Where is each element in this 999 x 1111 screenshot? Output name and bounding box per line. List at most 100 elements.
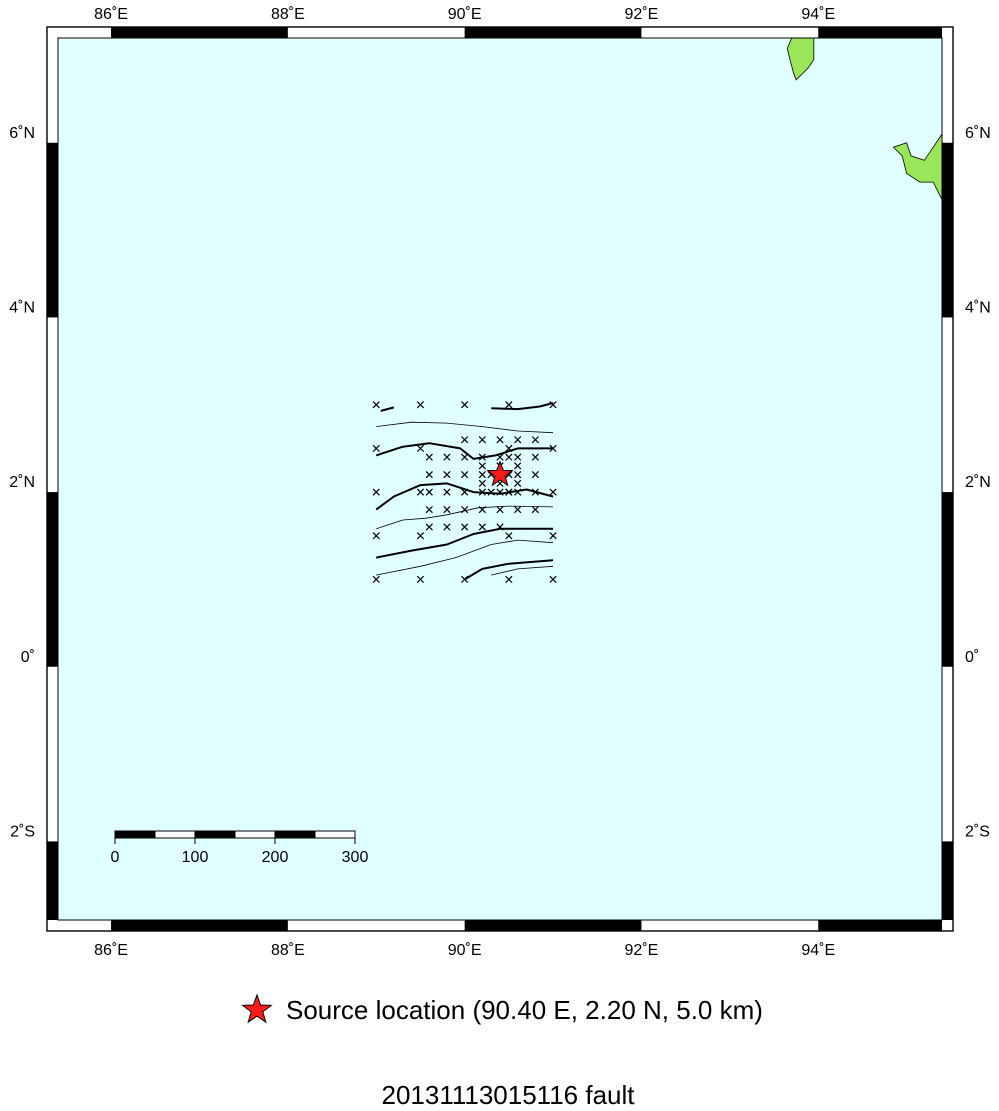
contour-lines [375,402,554,581]
grid-point-cross [531,436,539,444]
grid-point-cross [514,505,522,514]
lon-tick-label: 94˚E [801,6,835,23]
grid-point-cross [443,488,451,496]
star-icon [241,993,273,1024]
grid-point-cross [549,401,557,409]
grid-point-cross [443,505,451,514]
grid-point-cross [416,401,425,409]
scale-label: 100 [182,849,209,866]
grid-point-cross [372,444,380,453]
frame-segment [111,27,288,38]
grid-point-cross [514,462,522,470]
lat-tick-label: 6˚N [965,125,991,142]
grid-point-cross [478,436,486,444]
grid-point-cross [461,453,469,461]
grid-point-cross [443,453,451,461]
frame-segment [47,841,58,920]
grid-point-cross [549,488,557,496]
frame-segment [464,27,642,38]
grid-point-cross [372,575,380,584]
frame-segment [942,492,953,667]
grid-point-cross [496,453,504,461]
grid-point-cross [372,532,380,540]
scale-segment [314,830,356,839]
grid-point-cross [425,523,433,531]
lat-tick-label: 0˚ [21,649,35,666]
grid-point-cross [496,436,504,444]
lon-tick-label: 90˚E [448,6,482,23]
grid-point-cross [505,532,513,540]
grid-point-cross [443,471,451,479]
grid-point-cross [478,488,486,496]
frame-segment [942,142,953,318]
scale-segment [274,830,316,839]
grid-point-cross [514,453,522,461]
frame-segment [818,27,942,38]
grid-point-cross [531,488,539,496]
grid-point-cross [505,453,513,461]
lon-tick-label: 86˚E [94,6,128,23]
scale-segment [114,830,156,839]
grid-point-cross [505,444,513,453]
contour-line [375,482,554,511]
grid-point-cross [549,444,557,453]
grid-point-cross [461,436,469,444]
grid-point-cross [461,471,469,479]
grid-point-cross [496,505,504,514]
grid-point-cross [416,532,425,540]
grid-point-cross [461,488,469,496]
lon-tick-label: 88˚E [271,6,305,23]
lat-tick-label: 4˚N [9,299,35,316]
grid-point-cross [549,575,557,584]
contour-line [491,565,554,576]
contour-line [376,527,553,559]
grid-point-cross [531,471,539,479]
grid-point-cross [461,401,469,409]
grid-point-cross [416,575,425,584]
lat-tick-label: 2˚S [10,823,35,840]
lat-tick-label: 2˚N [965,474,991,491]
lat-tick-label: 2˚N [9,474,35,491]
grid-point-cross [461,575,469,584]
grid-point-cross [549,532,557,540]
grid-point-cross [372,401,380,409]
legend-text: Source location (90.40 E, 2.20 N, 5.0 km… [286,994,763,1025]
legend: Source location (90.40 E, 2.20 N, 5.0 km… [240,992,763,1028]
frame-segment [818,920,942,931]
frame-segment [942,841,953,920]
grid-point-cross [443,523,451,531]
scale-bar: 0 100 200 300 [111,830,369,866]
lat-tick-label: 2˚S [965,823,990,840]
scale-label: 200 [262,849,289,866]
grid-point-cross [478,462,486,470]
grid-point-cross [496,523,504,531]
contour-line [376,421,554,434]
grid-point-cross [505,575,513,584]
grid-point-cross [514,479,522,487]
grid-point-cross [478,479,486,487]
grid-point-cross [416,488,425,496]
source-star-icon [486,460,514,487]
grid-point-cross [416,444,425,453]
grid-point-cross [531,453,539,461]
land-island-north [786,37,815,81]
grid-point-cross [514,436,522,444]
grid-point-cross [425,488,433,496]
scale-label: 300 [342,849,369,866]
contour-line [376,539,554,576]
grid-point-cross [425,453,433,461]
frame-segment [47,492,58,667]
scale-segment [154,830,196,839]
map-title: 20131113015116 fault [381,1080,635,1110]
lat-tick-label: 0˚ [965,649,979,666]
frame-segment [47,142,58,318]
lat-tick-label: 6˚N [9,125,35,142]
scale-segment [234,830,276,839]
grid-point-cross [505,401,513,409]
lon-tick-label: 94˚E [801,942,835,959]
lon-tick-label: 88˚E [271,942,305,959]
map: 86˚E 86˚E 88˚E 88˚E 90˚E 90˚E 92˚E 92˚E 94˚E 94˚E… [9,6,991,959]
contour-line [491,402,554,411]
lon-tick-label: 92˚E [625,6,659,23]
grid-point-cross [478,453,486,461]
